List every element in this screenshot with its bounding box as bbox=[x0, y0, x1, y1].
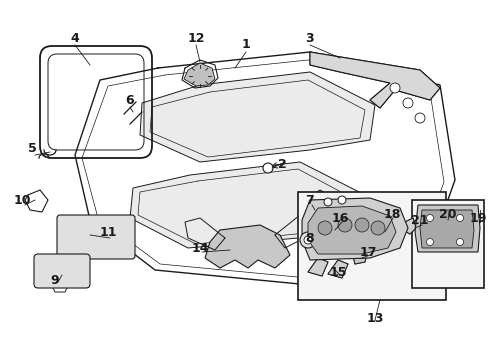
Circle shape bbox=[337, 196, 346, 204]
Circle shape bbox=[324, 198, 331, 206]
Polygon shape bbox=[183, 63, 215, 86]
Text: 18: 18 bbox=[383, 208, 400, 221]
Circle shape bbox=[317, 221, 331, 235]
Circle shape bbox=[304, 236, 311, 244]
Text: 17: 17 bbox=[359, 246, 376, 258]
Circle shape bbox=[456, 238, 463, 246]
Text: 16: 16 bbox=[331, 211, 348, 225]
Text: 10: 10 bbox=[13, 194, 31, 207]
FancyBboxPatch shape bbox=[411, 200, 483, 288]
Circle shape bbox=[389, 83, 399, 93]
Circle shape bbox=[370, 221, 384, 235]
Text: 14: 14 bbox=[191, 242, 208, 255]
Text: 15: 15 bbox=[328, 266, 346, 279]
Text: 6: 6 bbox=[125, 94, 134, 107]
Polygon shape bbox=[204, 225, 289, 268]
FancyBboxPatch shape bbox=[34, 254, 90, 288]
Text: 5: 5 bbox=[27, 141, 36, 154]
Text: 13: 13 bbox=[366, 311, 383, 324]
FancyBboxPatch shape bbox=[57, 215, 135, 259]
Text: 12: 12 bbox=[187, 31, 204, 45]
Text: 21: 21 bbox=[410, 213, 428, 226]
Circle shape bbox=[426, 215, 433, 221]
Polygon shape bbox=[302, 198, 407, 260]
Text: 19: 19 bbox=[468, 211, 486, 225]
Text: 3: 3 bbox=[305, 31, 314, 45]
Text: 2: 2 bbox=[277, 158, 286, 171]
Polygon shape bbox=[307, 206, 395, 254]
Polygon shape bbox=[402, 218, 415, 234]
Polygon shape bbox=[414, 205, 479, 252]
Circle shape bbox=[263, 163, 272, 173]
Polygon shape bbox=[419, 210, 473, 248]
Text: 1: 1 bbox=[241, 39, 250, 51]
Circle shape bbox=[337, 218, 351, 232]
Text: 7: 7 bbox=[305, 194, 314, 207]
Circle shape bbox=[414, 113, 424, 123]
Circle shape bbox=[354, 218, 368, 232]
Text: 8: 8 bbox=[305, 231, 314, 244]
FancyBboxPatch shape bbox=[297, 192, 445, 300]
Polygon shape bbox=[309, 52, 439, 108]
Text: 9: 9 bbox=[51, 274, 59, 287]
Text: 4: 4 bbox=[70, 31, 79, 45]
Polygon shape bbox=[307, 258, 327, 276]
Text: 20: 20 bbox=[438, 208, 456, 221]
Polygon shape bbox=[351, 245, 367, 264]
Text: 11: 11 bbox=[99, 225, 117, 238]
Circle shape bbox=[402, 98, 412, 108]
Circle shape bbox=[456, 215, 463, 221]
Polygon shape bbox=[140, 72, 374, 162]
Circle shape bbox=[426, 238, 433, 246]
Circle shape bbox=[299, 232, 315, 248]
Polygon shape bbox=[130, 162, 364, 248]
Polygon shape bbox=[327, 260, 347, 278]
